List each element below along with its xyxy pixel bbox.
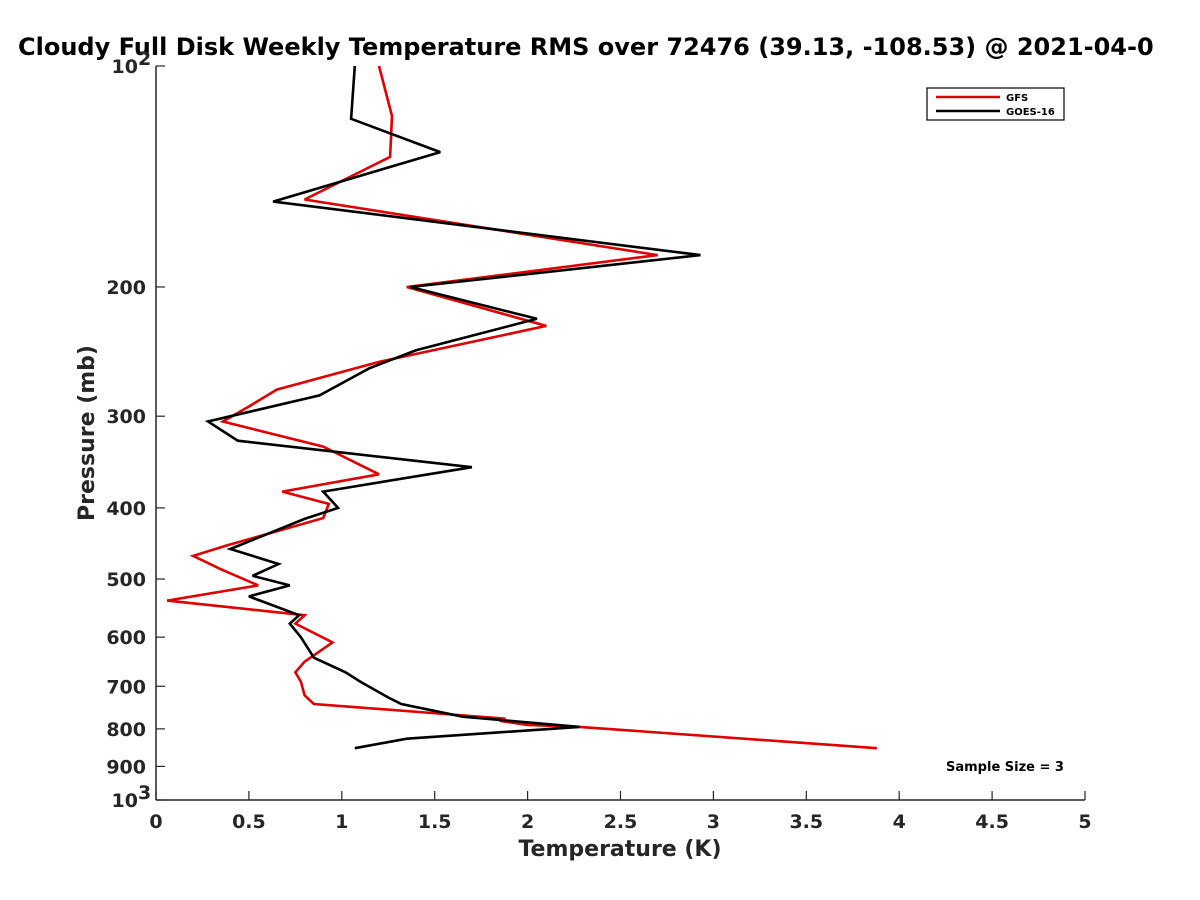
x-tick-label: 0.5	[232, 811, 266, 833]
y-tick-label: 10	[112, 56, 138, 78]
x-tick-label: 4	[893, 811, 906, 833]
y-tick-label: 800	[106, 719, 146, 741]
y-tick-label: 500	[106, 569, 146, 591]
x-tick-group: 0 0.5 1 1.5 2 2.5 3 3.5 4 4.5 5	[149, 791, 1092, 833]
legend: GFS GOES-16	[926, 87, 1065, 121]
x-tick-label: 3	[707, 811, 720, 833]
y-axis-label: Pressure (mb)	[75, 345, 100, 521]
y-tick-label: 10	[112, 790, 138, 812]
series-layer	[166, 65, 877, 750]
x-tick-label: 3.5	[789, 811, 823, 833]
x-tick-label: 0	[149, 811, 162, 833]
legend-label-gfs: GFS	[1006, 93, 1028, 104]
y-tick-label: 200	[106, 277, 146, 299]
x-tick-label: 4.5	[975, 811, 1009, 833]
y-tick-label: 700	[106, 676, 146, 698]
y-tick-label: 600	[106, 627, 146, 649]
plot-area	[155, 66, 1085, 801]
legend-label-goes16: GOES-16	[1006, 107, 1055, 118]
series-line-goes16	[204, 65, 701, 750]
sample-size-annotation: Sample Size = 3	[946, 760, 1064, 775]
y-tick-label: 400	[106, 498, 146, 520]
x-tick-label: 1.5	[418, 811, 452, 833]
y-tick-exponent: 3	[138, 782, 151, 804]
x-tick-label: 1	[335, 811, 348, 833]
y-tick-label: 900	[106, 756, 146, 778]
chart-title: Cloudy Full Disk Weekly Temperature RMS …	[18, 33, 1154, 61]
x-tick-label: 2	[521, 811, 534, 833]
y-tick-label: 300	[106, 406, 146, 428]
series-line-gfs	[166, 65, 877, 750]
x-tick-label: 2.5	[604, 811, 638, 833]
x-tick-label: 5	[1078, 811, 1091, 833]
legend-box	[926, 87, 1065, 121]
y-tick-exponent: 2	[138, 48, 151, 70]
x-axis-label: Temperature (K)	[518, 837, 721, 862]
